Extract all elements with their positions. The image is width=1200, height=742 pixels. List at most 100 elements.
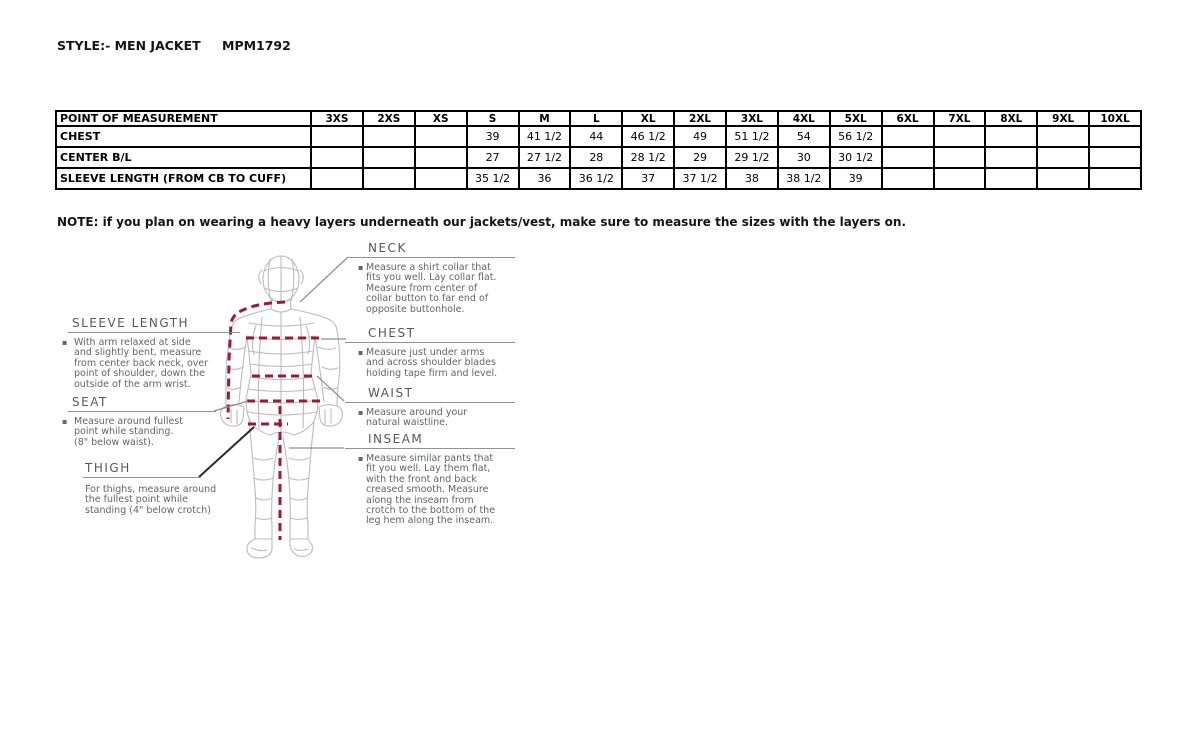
size-value-cell	[361, 146, 416, 169]
size-value-cell: 38 1/2	[776, 167, 831, 190]
guide-section-chest: CHEST ▪ Measure just under arms and across …	[345, 326, 515, 379]
size-value-cell: 28	[569, 146, 624, 169]
size-value-cell	[413, 167, 468, 190]
size-value-cell: 54	[776, 125, 831, 148]
bullet-icon: ▪	[358, 263, 364, 272]
size-value-cell	[361, 167, 416, 190]
size-value-cell	[310, 146, 364, 169]
guide-text-seat: ▪ Measure around fullest point while stand…	[62, 416, 183, 448]
size-value-cell	[984, 125, 1039, 148]
guide-section-waist: WAIST ▪ Measure around your natural waistli…	[345, 386, 515, 429]
col-header-size: 10XL	[1088, 110, 1142, 127]
size-value-cell: 37 1/2	[673, 167, 727, 190]
size-chart-table: POINT OF MEASUREMENT 3XS 2XS XS S M L XL 2XL 3XL 4…	[55, 110, 1142, 190]
guide-section-seat: SEAT ▪ Measure around fullest point while s…	[62, 395, 216, 448]
size-value-cell: 30	[776, 146, 831, 169]
size-value-cell	[984, 167, 1039, 190]
size-value-cell	[361, 125, 416, 148]
guide-text-inseam: ▪ Measure similar pants that fit you well.…	[358, 453, 496, 527]
col-header-size: 2XS	[361, 110, 416, 127]
size-value-cell: 41 1/2	[517, 125, 572, 148]
size-value-cell: 36	[517, 167, 572, 190]
col-header-size: 6XL	[880, 110, 935, 127]
table-header-row: POINT OF MEASUREMENT 3XS 2XS XS S M L XL 2XL 3XL 4…	[55, 110, 1142, 127]
guide-section-neck: NECK ▪ Measure a shirt collar that fits you…	[348, 241, 515, 315]
size-value-cell	[1036, 167, 1091, 190]
size-value-cell	[413, 146, 468, 169]
size-value-cell	[310, 125, 364, 148]
bullet-icon: ▪	[62, 417, 68, 426]
style-label: STYLE:- MEN JACKET	[57, 38, 201, 53]
col-header-size: 4XL	[776, 110, 831, 127]
col-header-size: S	[465, 110, 520, 127]
size-value-cell: 28 1/2	[621, 146, 676, 169]
size-value-cell	[880, 125, 935, 148]
size-value-cell: 29	[673, 146, 727, 169]
size-value-cell: 37	[621, 167, 676, 190]
col-header-size: XS	[413, 110, 468, 127]
table-row: CENTER B/L 27 27 1/2 28 28 1/2 29 29 1/2 30 30 1…	[55, 146, 1142, 169]
size-value-cell: 27	[465, 146, 520, 169]
size-value-cell: 39	[465, 125, 520, 148]
col-header-size: M	[517, 110, 572, 127]
row-label: CHEST	[55, 125, 312, 148]
size-value-cell: 38	[725, 167, 779, 190]
row-label: CENTER B/L	[55, 146, 312, 169]
size-value-cell: 46 1/2	[621, 125, 676, 148]
col-header-size: 3XL	[725, 110, 779, 127]
size-value-cell	[1088, 146, 1142, 169]
size-value-cell	[880, 146, 935, 169]
guide-heading-seat: SEAT	[68, 395, 216, 412]
bullet-icon: ▪	[62, 338, 68, 347]
size-value-cell: 51 1/2	[725, 125, 779, 148]
size-value-cell	[413, 125, 468, 148]
guide-text-chest: ▪ Measure just under arms and across shoul…	[358, 347, 498, 379]
row-label: SLEEVE LENGTH (FROM CB TO CUFF)	[55, 167, 312, 190]
size-value-cell	[1036, 146, 1091, 169]
size-value-cell	[1036, 125, 1091, 148]
size-value-cell	[880, 167, 935, 190]
size-value-cell	[310, 167, 364, 190]
col-header-size: L	[569, 110, 624, 127]
size-value-cell	[1088, 167, 1142, 190]
guide-heading-neck: NECK	[348, 241, 515, 258]
size-value-cell	[1088, 125, 1142, 148]
size-value-cell: 56 1/2	[828, 125, 883, 148]
col-header-size: 7XL	[932, 110, 987, 127]
col-header-size: 2XL	[673, 110, 727, 127]
bullet-icon: ▪	[358, 454, 364, 463]
guide-heading-sleeve_length: SLEEVE LENGTH	[68, 316, 240, 333]
col-header-size: 3XS	[310, 110, 364, 127]
size-value-cell	[932, 146, 987, 169]
size-value-cell: 29 1/2	[725, 146, 779, 169]
table-row: SLEEVE LENGTH (FROM CB TO CUFF) 35 1/2 36 3…	[55, 167, 1142, 190]
size-value-cell: 30 1/2	[828, 146, 883, 169]
col-header-size: 9XL	[1036, 110, 1091, 127]
guide-heading-inseam: INSEAM	[345, 432, 515, 449]
guide-text-sleeve_length: ▪ With arm relaxed at side and slightly be…	[62, 337, 209, 390]
col-header-size: 8XL	[984, 110, 1039, 127]
guide-text-waist: ▪ Measure around your natural waistline.	[358, 407, 468, 429]
guide-heading-waist: WAIST	[345, 386, 515, 403]
bullet-icon: ▪	[358, 408, 364, 417]
guide-heading-chest: CHEST	[345, 326, 515, 343]
col-header-size: 5XL	[828, 110, 883, 127]
size-value-cell	[932, 125, 987, 148]
bullet-icon: ▪	[358, 348, 364, 357]
size-value-cell: 35 1/2	[465, 167, 520, 190]
guide-text-neck: ▪ Measure a shirt collar that fits you wel…	[358, 262, 497, 315]
measurement-dash-lines	[226, 300, 321, 540]
guide-text-thigh: For thighs, measure around the fullest po…	[85, 484, 217, 516]
size-value-cell: 49	[673, 125, 727, 148]
style-code: MPM1792	[222, 38, 291, 53]
col-header-point-of-measurement: POINT OF MEASUREMENT	[55, 110, 312, 127]
guide-section-thigh: THIGH For thighs, measure around the fulle…	[83, 461, 217, 516]
size-value-cell: 44	[569, 125, 624, 148]
size-value-cell: 39	[828, 167, 883, 190]
doc-title: STYLE:- MEN JACKET MPM1792	[57, 38, 557, 56]
size-value-cell: 36 1/2	[569, 167, 624, 190]
guide-section-inseam: INSEAM ▪ Measure similar pants that fit you…	[345, 432, 515, 527]
col-header-size: XL	[621, 110, 676, 127]
size-value-cell	[932, 167, 987, 190]
